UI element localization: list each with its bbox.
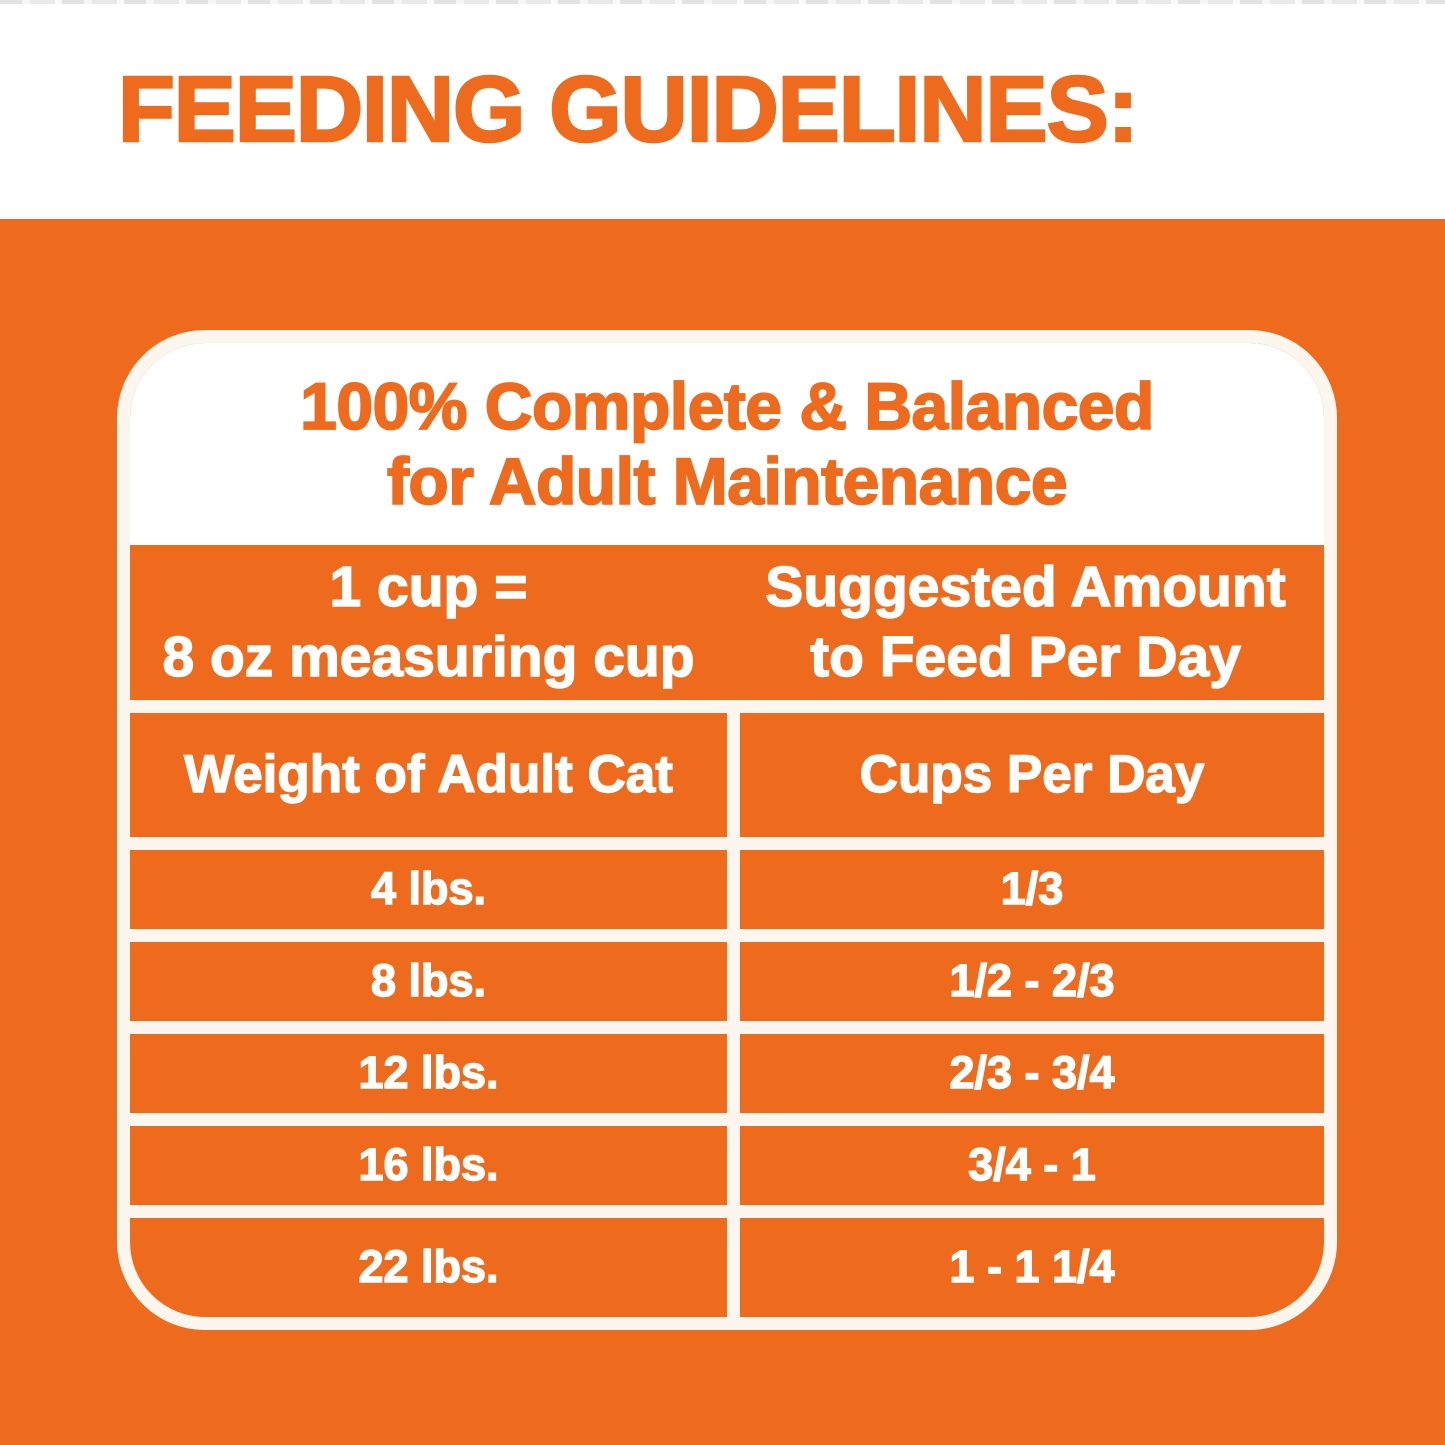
cups-value: 3/4 - 1 <box>968 1138 1097 1191</box>
cups-value: 2/3 - 3/4 <box>949 1046 1116 1099</box>
amount-note-line1: Suggested Amount <box>765 554 1287 619</box>
card-heading-line1: 100% Complete & Balanced <box>299 369 1155 445</box>
weight-cell: 22 lbs. <box>130 1218 727 1317</box>
table-row: 12 lbs. 2/3 - 3/4 <box>130 1021 1324 1113</box>
weight-value: 16 lbs. <box>358 1138 499 1191</box>
cups-value: 1/3 <box>1000 862 1064 915</box>
table-header-row: 1 cup = 8 oz measuring cup Suggested Amo… <box>130 545 1324 700</box>
card-heading: 100% Complete & Balanced for Adult Maint… <box>130 343 1324 545</box>
amount-note-line2: to Feed Per Day <box>809 624 1241 689</box>
weight-value: 8 lbs. <box>370 954 487 1007</box>
table-row: 16 lbs. 3/4 - 1 <box>130 1113 1324 1205</box>
weight-cell: 4 lbs. <box>130 850 727 929</box>
cups-cell: 3/4 - 1 <box>727 1126 1324 1205</box>
column-header-cups-label: Cups Per Day <box>859 744 1205 804</box>
weight-cell: 16 lbs. <box>130 1126 727 1205</box>
feeding-table-card: 100% Complete & Balanced for Adult Maint… <box>117 330 1337 1330</box>
measure-note-line1: 1 cup = <box>329 554 528 619</box>
table-row: 8 lbs. 1/2 - 2/3 <box>130 929 1324 1021</box>
cups-cell: 1 - 1 1/4 <box>727 1218 1324 1317</box>
top-edge-artifact-line <box>0 0 1445 4</box>
weight-value: 22 lbs. <box>358 1240 499 1293</box>
column-header-weight: Weight of Adult Cat <box>130 713 727 837</box>
measure-note-cell: 1 cup = 8 oz measuring cup <box>130 545 727 700</box>
weight-value: 12 lbs. <box>358 1046 499 1099</box>
page-title: FEEDING GUIDELINES: <box>117 56 1140 163</box>
header-band: FEEDING GUIDELINES: <box>0 0 1445 219</box>
cups-value: 1 - 1 1/4 <box>949 1240 1116 1293</box>
weight-cell: 12 lbs. <box>130 1034 727 1113</box>
cups-cell: 2/3 - 3/4 <box>727 1034 1324 1113</box>
table-row: 4 lbs. 1/3 <box>130 837 1324 929</box>
table-row: 22 lbs. 1 - 1 1/4 <box>130 1205 1324 1317</box>
cups-value: 1/2 - 2/3 <box>949 954 1116 1007</box>
card-heading-line2: for Adult Maintenance <box>386 443 1068 519</box>
column-header-weight-label: Weight of Adult Cat <box>183 744 673 804</box>
measure-note-line2: 8 oz measuring cup <box>162 624 696 689</box>
cups-cell: 1/2 - 2/3 <box>727 942 1324 1021</box>
cups-cell: 1/3 <box>727 850 1324 929</box>
weight-value: 4 lbs. <box>370 862 487 915</box>
amount-note-cell: Suggested Amount to Feed Per Day <box>727 545 1324 700</box>
orange-body: 100% Complete & Balanced for Adult Maint… <box>0 219 1445 1445</box>
column-header-row: Weight of Adult Cat Cups Per Day <box>130 700 1324 837</box>
column-header-cups: Cups Per Day <box>727 713 1324 837</box>
weight-cell: 8 lbs. <box>130 942 727 1021</box>
